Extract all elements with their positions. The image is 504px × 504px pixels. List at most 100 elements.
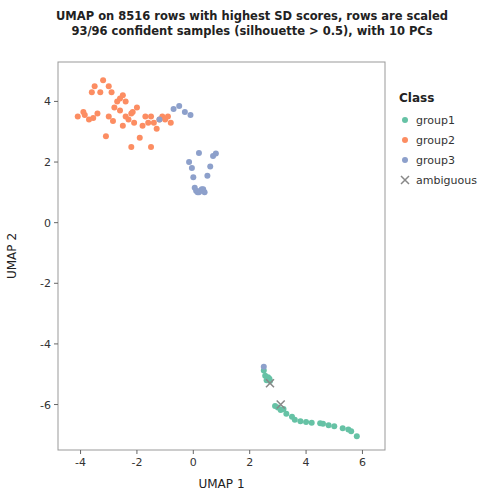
x-tick-label: 0 — [190, 456, 197, 469]
point — [266, 379, 274, 387]
legend-label: ambiguous — [416, 174, 477, 187]
point — [111, 104, 117, 110]
point — [202, 189, 208, 195]
plot-frame — [58, 62, 385, 450]
legend-label: group2 — [416, 134, 455, 147]
x-tick — [306, 450, 307, 454]
y-tick-label: 4 — [44, 95, 51, 108]
point — [156, 117, 162, 123]
point — [340, 425, 346, 431]
point — [100, 77, 106, 83]
point — [125, 117, 131, 123]
point — [171, 106, 177, 112]
y-tick-label: -6 — [40, 399, 51, 412]
point — [283, 411, 289, 417]
point — [128, 144, 134, 150]
point — [196, 150, 202, 156]
point — [326, 422, 332, 428]
title: UMAP on 8516 rows with highest SD scores… — [56, 9, 448, 38]
point — [309, 420, 315, 426]
point — [176, 103, 182, 109]
y-tick — [54, 404, 58, 405]
point — [106, 114, 112, 120]
point — [277, 401, 285, 409]
point — [156, 117, 162, 123]
y-tick — [54, 101, 58, 102]
x-tick — [249, 450, 250, 454]
point — [148, 114, 154, 120]
chart: UMAP on 8516 rows with highest SD scores… — [0, 0, 504, 504]
point — [354, 433, 360, 439]
y-tick-label: 0 — [44, 217, 51, 230]
point — [145, 120, 151, 126]
point — [213, 151, 219, 157]
x-tick-label: -4 — [75, 456, 86, 469]
point — [151, 120, 157, 126]
point — [117, 95, 123, 101]
point — [106, 83, 112, 89]
x-tick-label: 2 — [246, 456, 253, 469]
x-tick-label: 6 — [359, 456, 366, 469]
point — [187, 112, 193, 118]
point — [189, 165, 195, 171]
legend-label: group3 — [416, 154, 455, 167]
point — [89, 89, 95, 95]
x-tick — [80, 450, 81, 454]
point — [182, 109, 188, 115]
point — [97, 89, 103, 95]
legend-marker — [401, 176, 409, 184]
x-tick — [193, 450, 194, 454]
point — [204, 173, 210, 179]
point — [123, 98, 129, 104]
point — [190, 174, 196, 180]
point — [134, 104, 140, 110]
y-tick-label: -4 — [40, 338, 51, 351]
points — [75, 77, 360, 439]
x-tick — [136, 450, 137, 454]
x-tick-label: -2 — [131, 456, 142, 469]
point — [148, 144, 154, 150]
title-line: 93/96 confident samples (silhouette > 0.… — [71, 24, 432, 38]
point — [331, 423, 337, 429]
legend-label: group1 — [416, 114, 455, 127]
y-tick — [54, 162, 58, 163]
point — [110, 118, 116, 124]
y-tick — [54, 222, 58, 223]
point — [137, 135, 143, 141]
point — [348, 428, 354, 434]
point — [292, 417, 298, 423]
point — [186, 159, 192, 165]
y-tick-label: 2 — [44, 156, 51, 169]
point — [103, 133, 109, 139]
y-tick — [54, 343, 58, 344]
point — [120, 123, 126, 129]
x-tick-label: 4 — [303, 456, 310, 469]
point — [117, 108, 123, 114]
x-axis-label: UMAP 1 — [198, 477, 244, 491]
legend-title: Class — [399, 91, 434, 105]
legend-marker — [402, 137, 408, 143]
legend-marker — [402, 157, 408, 163]
point — [92, 83, 98, 89]
legend-marker — [402, 117, 408, 123]
point — [165, 114, 171, 120]
title-line: UMAP on 8516 rows with highest SD scores… — [56, 9, 448, 23]
point — [142, 114, 148, 120]
point — [297, 418, 303, 424]
point — [303, 419, 309, 425]
point — [80, 109, 86, 115]
point — [130, 109, 136, 115]
point — [154, 126, 160, 132]
point — [261, 364, 267, 370]
x-tick — [362, 450, 363, 454]
point — [75, 114, 81, 120]
point — [168, 120, 174, 126]
point — [207, 164, 213, 170]
point — [131, 120, 137, 126]
point — [109, 89, 115, 95]
point — [320, 421, 326, 427]
y-axis-label: UMAP 2 — [5, 233, 19, 279]
point — [140, 123, 146, 129]
point — [94, 111, 100, 117]
point — [90, 115, 96, 121]
